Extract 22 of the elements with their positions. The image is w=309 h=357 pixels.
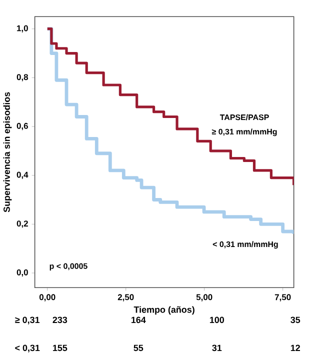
text: 55 (134, 344, 143, 352)
y-axis-title: Supervivencia sin episodios (3, 92, 12, 212)
text: 12 (290, 344, 300, 351)
text: < 0,31 (14, 344, 40, 352)
y-tick-label: 0,4 (16, 172, 28, 179)
y-tick-label: 0,2 (16, 220, 28, 228)
x-tick-label: 5,00 (196, 294, 212, 302)
text: 233 (52, 316, 67, 324)
x-tick-label: 7,50 (274, 294, 291, 302)
x-tick-label: 2,50 (118, 294, 134, 302)
y-tick-label: 1,0 (16, 25, 28, 32)
x-axis-title: Tiempo (años) (134, 306, 194, 315)
text: 164 (131, 316, 146, 324)
text: 31 (212, 344, 222, 352)
y-tick-label: 0,8 (16, 74, 28, 82)
text: 155 (52, 344, 67, 352)
x-tick-label: 0,00 (39, 294, 56, 302)
text: 100 (210, 316, 224, 324)
y-tick-label: 0,0 (16, 269, 28, 277)
y-tick-label: 0,6 (16, 122, 28, 130)
text: ≥ 0,31 (14, 316, 40, 324)
text: 35 (290, 316, 300, 324)
